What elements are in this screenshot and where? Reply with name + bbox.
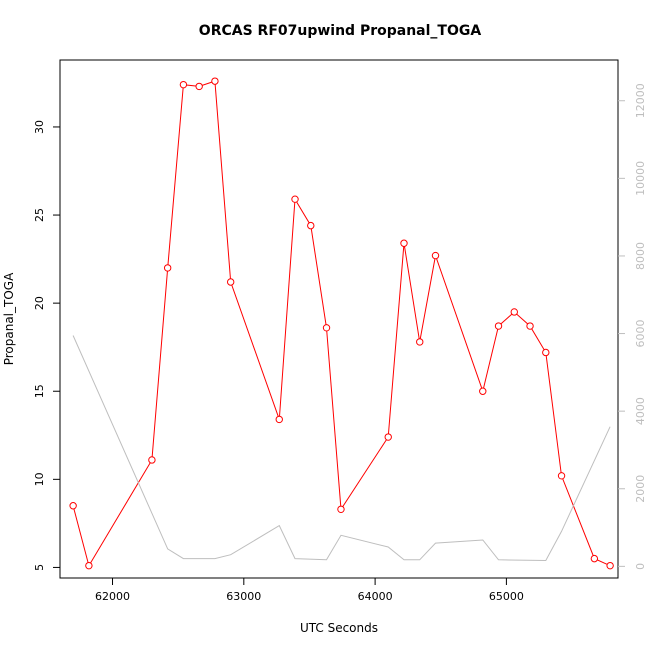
data-point [590, 554, 599, 563]
y-axis-right: 0 2000 4000 6000 8000 10000 12000 [618, 83, 647, 570]
y-axis-left: 5 10 15 20 25 30 [33, 120, 60, 571]
data-point [510, 308, 518, 316]
y-tick-label: 5 [33, 564, 46, 571]
data-point [69, 502, 77, 510]
y2-tick-label: 12000 [634, 83, 647, 118]
y2-tick-label: 0 [634, 563, 647, 570]
chart-title: ORCAS RF07upwind Propanal_TOGA [199, 23, 482, 39]
x-tick-label: 64000 [358, 590, 393, 603]
data-point [431, 251, 440, 260]
x-tick-label: 62000 [95, 590, 130, 603]
data-point [179, 80, 188, 89]
data-point [557, 472, 566, 480]
x-tick-label: 63000 [226, 590, 261, 603]
data-point [291, 195, 299, 203]
data-point [337, 505, 345, 513]
data-point [542, 348, 550, 357]
data-point [163, 264, 172, 272]
series-line-2 [72, 335, 611, 562]
y-tick-label: 30 [33, 120, 46, 134]
data-point [494, 322, 503, 330]
data-point [322, 324, 331, 332]
data-point [211, 77, 219, 85]
y2-tick-label: 4000 [634, 397, 647, 425]
data-point [526, 322, 534, 330]
y-tick-label: 10 [33, 472, 46, 486]
x-axis-label: UTC Seconds [300, 621, 378, 635]
data-point [195, 82, 203, 91]
y2-tick-label: 2000 [634, 475, 647, 503]
y2-tick-label: 8000 [634, 242, 647, 270]
plot-frame [59, 59, 619, 579]
x-tick-label: 65000 [489, 590, 524, 603]
data-point [307, 221, 315, 230]
data-point [275, 415, 283, 424]
data-point [384, 433, 392, 441]
y-axis-label: Propanal_TOGA [2, 272, 16, 365]
y-tick-label: 25 [33, 208, 46, 222]
y-tick-label: 15 [33, 384, 46, 398]
y-tick-label: 20 [33, 296, 46, 310]
data-point [226, 278, 235, 286]
data-point [416, 338, 424, 346]
x-axis: 62000 63000 64000 65000 [95, 578, 524, 603]
data-point [479, 387, 487, 395]
data-point [85, 561, 93, 570]
series-layer [69, 77, 614, 570]
data-point [606, 561, 614, 570]
y2-tick-label: 6000 [634, 320, 647, 348]
data-point [148, 456, 156, 464]
y2-tick-label: 10000 [634, 161, 647, 196]
data-point [400, 239, 408, 247]
